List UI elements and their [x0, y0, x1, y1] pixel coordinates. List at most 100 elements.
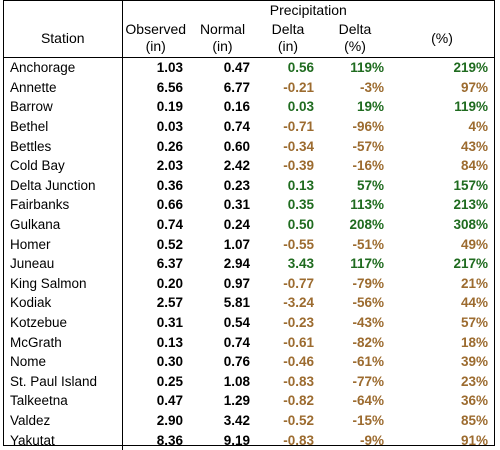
cell-delta-pct: -56% [352, 295, 384, 311]
cell-normal: 0.23 [223, 177, 250, 193]
cell-station: Fairbanks [4, 195, 123, 215]
cell-delta-pct: -61% [352, 354, 384, 370]
column-header-observed-line1: Observed [125, 21, 187, 37]
cell-delta-in: -0.46 [283, 354, 314, 370]
cell-delta-in: -0.82 [283, 393, 314, 409]
cell-pct: 85% [461, 412, 489, 428]
cell-pct: 39% [461, 354, 489, 370]
cell-station: Barrow [4, 97, 123, 117]
cell-observed: 6.37 [156, 256, 183, 272]
cell-station: Nome [4, 351, 123, 372]
column-header-delta-pct: Delta (%) [320, 19, 390, 58]
cell-delta-pct: -57% [352, 138, 384, 154]
cell-delta-in: -0.83 [283, 432, 314, 448]
table-row: Gulkana 0.74 0.24 0.50 208% 308% [4, 214, 494, 235]
cell-delta-pct: -77% [352, 373, 384, 389]
cell-delta-in: 0.50 [287, 217, 314, 233]
cell-delta-in: -0.21 [283, 79, 314, 95]
cell-observed: 6.56 [156, 79, 183, 95]
cell-pct: 213% [453, 197, 489, 213]
table-row: Juneau 6.37 2.94 3.43 117% 217% [4, 253, 494, 274]
cell-station: Yakutat [4, 430, 123, 450]
cell-pct: 49% [461, 236, 489, 252]
cell-delta-in: -0.23 [283, 315, 314, 331]
table-row: Delta Junction 0.36 0.23 0.13 57% 157% [4, 175, 494, 196]
cell-normal: 6.77 [223, 79, 250, 95]
cell-normal: 0.97 [223, 275, 250, 291]
table-row: Kodiak 2.57 5.81 -3.24 -56% 44% [4, 293, 494, 313]
cell-pct: 217% [453, 256, 489, 272]
column-header-observed: Observed (in) [122, 19, 189, 58]
cell-delta-in: -0.61 [283, 334, 314, 350]
cell-station: Homer [4, 234, 123, 254]
cell-pct: 23% [461, 373, 489, 389]
cell-delta-in: -0.83 [283, 373, 314, 389]
column-header-delta-in-line2: (in) [277, 38, 299, 54]
cell-station: Bethel [4, 116, 123, 137]
cell-normal: 2.42 [223, 158, 250, 174]
table-row: Bethel 0.03 0.74 -0.71 -96% 4% [4, 116, 494, 137]
cell-observed: 8.36 [156, 432, 183, 448]
cell-observed: 0.20 [156, 275, 183, 291]
cell-observed: 0.52 [156, 236, 183, 252]
cell-normal: 5.81 [223, 295, 250, 311]
cell-delta-in: 0.03 [287, 99, 314, 115]
cell-delta-pct: 117% [350, 256, 384, 272]
cell-observed: 1.03 [156, 60, 183, 76]
table-row: Barrow 0.19 0.16 0.03 19% 119% [4, 97, 494, 117]
cell-station: King Salmon [4, 273, 123, 294]
cell-station: Kotzebue [4, 312, 123, 333]
cell-observed: 2.57 [156, 295, 183, 311]
column-header-pct: (%) [390, 19, 495, 58]
cell-delta-pct: 57% [356, 177, 384, 193]
cell-delta-in: -3.24 [283, 295, 314, 311]
cell-observed: 0.13 [156, 334, 183, 350]
cell-normal: 0.60 [223, 138, 250, 154]
cell-observed: 0.31 [156, 315, 183, 331]
cell-station: Bettles [4, 136, 123, 156]
cell-pct: 36% [461, 393, 489, 409]
cell-pct: 119% [454, 99, 489, 115]
cell-observed: 0.03 [156, 119, 183, 135]
column-header-normal: Normal (in) [189, 19, 256, 58]
cell-normal: 1.07 [223, 236, 250, 252]
cell-station: Juneau [4, 253, 123, 274]
table-row: Anchorage 1.03 0.47 0.56 119% 219% [4, 57, 494, 78]
cell-pct: 21% [461, 275, 489, 291]
table-row: Bettles 0.26 0.60 -0.34 -57% 43% [4, 136, 494, 156]
column-header-pct-label: (%) [431, 29, 453, 46]
cell-observed: 2.03 [156, 158, 183, 174]
table-row: Nome 0.30 0.76 -0.46 -61% 39% [4, 351, 494, 372]
cell-delta-in: 3.43 [287, 256, 314, 272]
precipitation-table: Precipitation Station Observed (in) Norm… [4, 1, 495, 450]
cell-normal: 0.54 [223, 315, 250, 331]
precipitation-group-header: Precipitation [269, 1, 347, 18]
cell-delta-pct: 208% [349, 217, 384, 233]
column-header-normal-line1: Normal [199, 21, 246, 37]
cell-observed: 0.19 [156, 99, 183, 115]
cell-delta-in: 0.13 [287, 177, 314, 193]
table-row: King Salmon 0.20 0.97 -0.77 -79% 21% [4, 273, 494, 294]
cell-delta-pct: 119% [350, 60, 384, 76]
cell-delta-in: -0.34 [283, 138, 314, 154]
cell-station: Talkeetna [4, 391, 123, 411]
column-header-delta-pct-line1: Delta [338, 21, 372, 37]
table-row: Yakutat 8.36 9.19 -0.83 -9% 91% [4, 430, 494, 450]
cell-delta-in: -0.39 [283, 158, 314, 174]
cell-delta-in: 0.56 [287, 60, 314, 76]
cell-observed: 2.90 [156, 412, 183, 428]
table-row: Kotzebue 0.31 0.54 -0.23 -43% 57% [4, 312, 494, 333]
cell-normal: 0.76 [223, 354, 250, 370]
cell-pct: 219% [453, 60, 489, 76]
cell-pct: 97% [461, 79, 489, 95]
cell-delta-in: -0.71 [283, 119, 314, 135]
cell-delta-in: -0.55 [283, 236, 314, 252]
cell-observed: 0.74 [156, 217, 183, 233]
cell-station: Gulkana [4, 214, 123, 235]
column-header-observed-line2: (in) [145, 38, 166, 54]
table-row: Valdez 2.90 3.42 -0.52 -15% 85% [4, 410, 494, 431]
cell-delta-pct: -51% [352, 236, 384, 252]
header-spacer [4, 1, 123, 19]
cell-normal: 0.74 [223, 119, 250, 135]
table-row: Fairbanks 0.66 0.31 0.35 113% 213% [4, 195, 494, 215]
